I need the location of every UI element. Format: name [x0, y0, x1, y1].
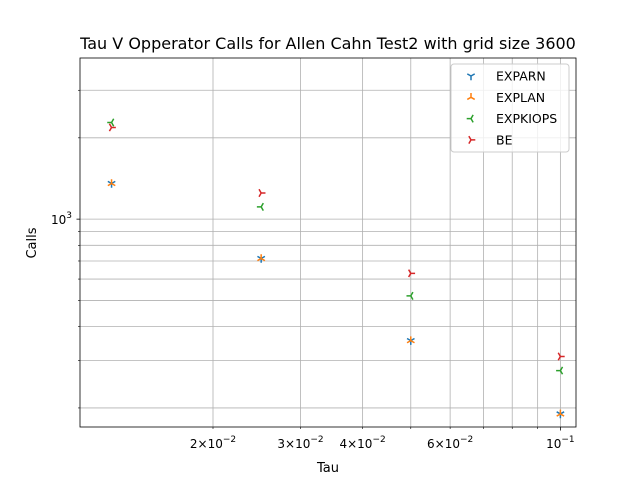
data-point-expkiops: [556, 366, 564, 375]
legend-label: EXPARN: [496, 69, 546, 84]
data-point-be: [557, 352, 565, 361]
data-point-explan: [257, 254, 266, 262]
legend-marker-exparn: [466, 73, 476, 81]
legend-label: BE: [496, 132, 513, 147]
legend-label: EXPKIOPS: [496, 111, 557, 126]
legend-marker-explan: [466, 93, 476, 101]
legend-box: [450, 63, 570, 153]
data-point-expkiops: [107, 118, 115, 127]
data-point-explan: [107, 179, 116, 187]
data-points: [107, 118, 565, 419]
x-axis-label: Tau: [316, 461, 339, 476]
y-axis-label: Calls: [25, 227, 40, 258]
data-point-explan: [556, 409, 565, 417]
data-point-be: [108, 123, 116, 132]
legend-marker-expkiops: [466, 114, 474, 123]
data-point-expkiops: [406, 291, 414, 300]
data-point-expkiops: [256, 202, 264, 211]
legend: EXPARN EXPLAN EXPKIOPS BE: [450, 63, 570, 153]
plot-frame: [79, 57, 577, 428]
legend-marker-be: [468, 135, 476, 144]
chart-title: Tau V Opperator Calls for Allen Cahn Tes…: [79, 34, 576, 53]
legend-label: EXPLAN: [496, 90, 545, 105]
data-point-be: [258, 188, 266, 198]
data-point-explan: [406, 336, 415, 344]
data-point-be: [407, 269, 416, 278]
